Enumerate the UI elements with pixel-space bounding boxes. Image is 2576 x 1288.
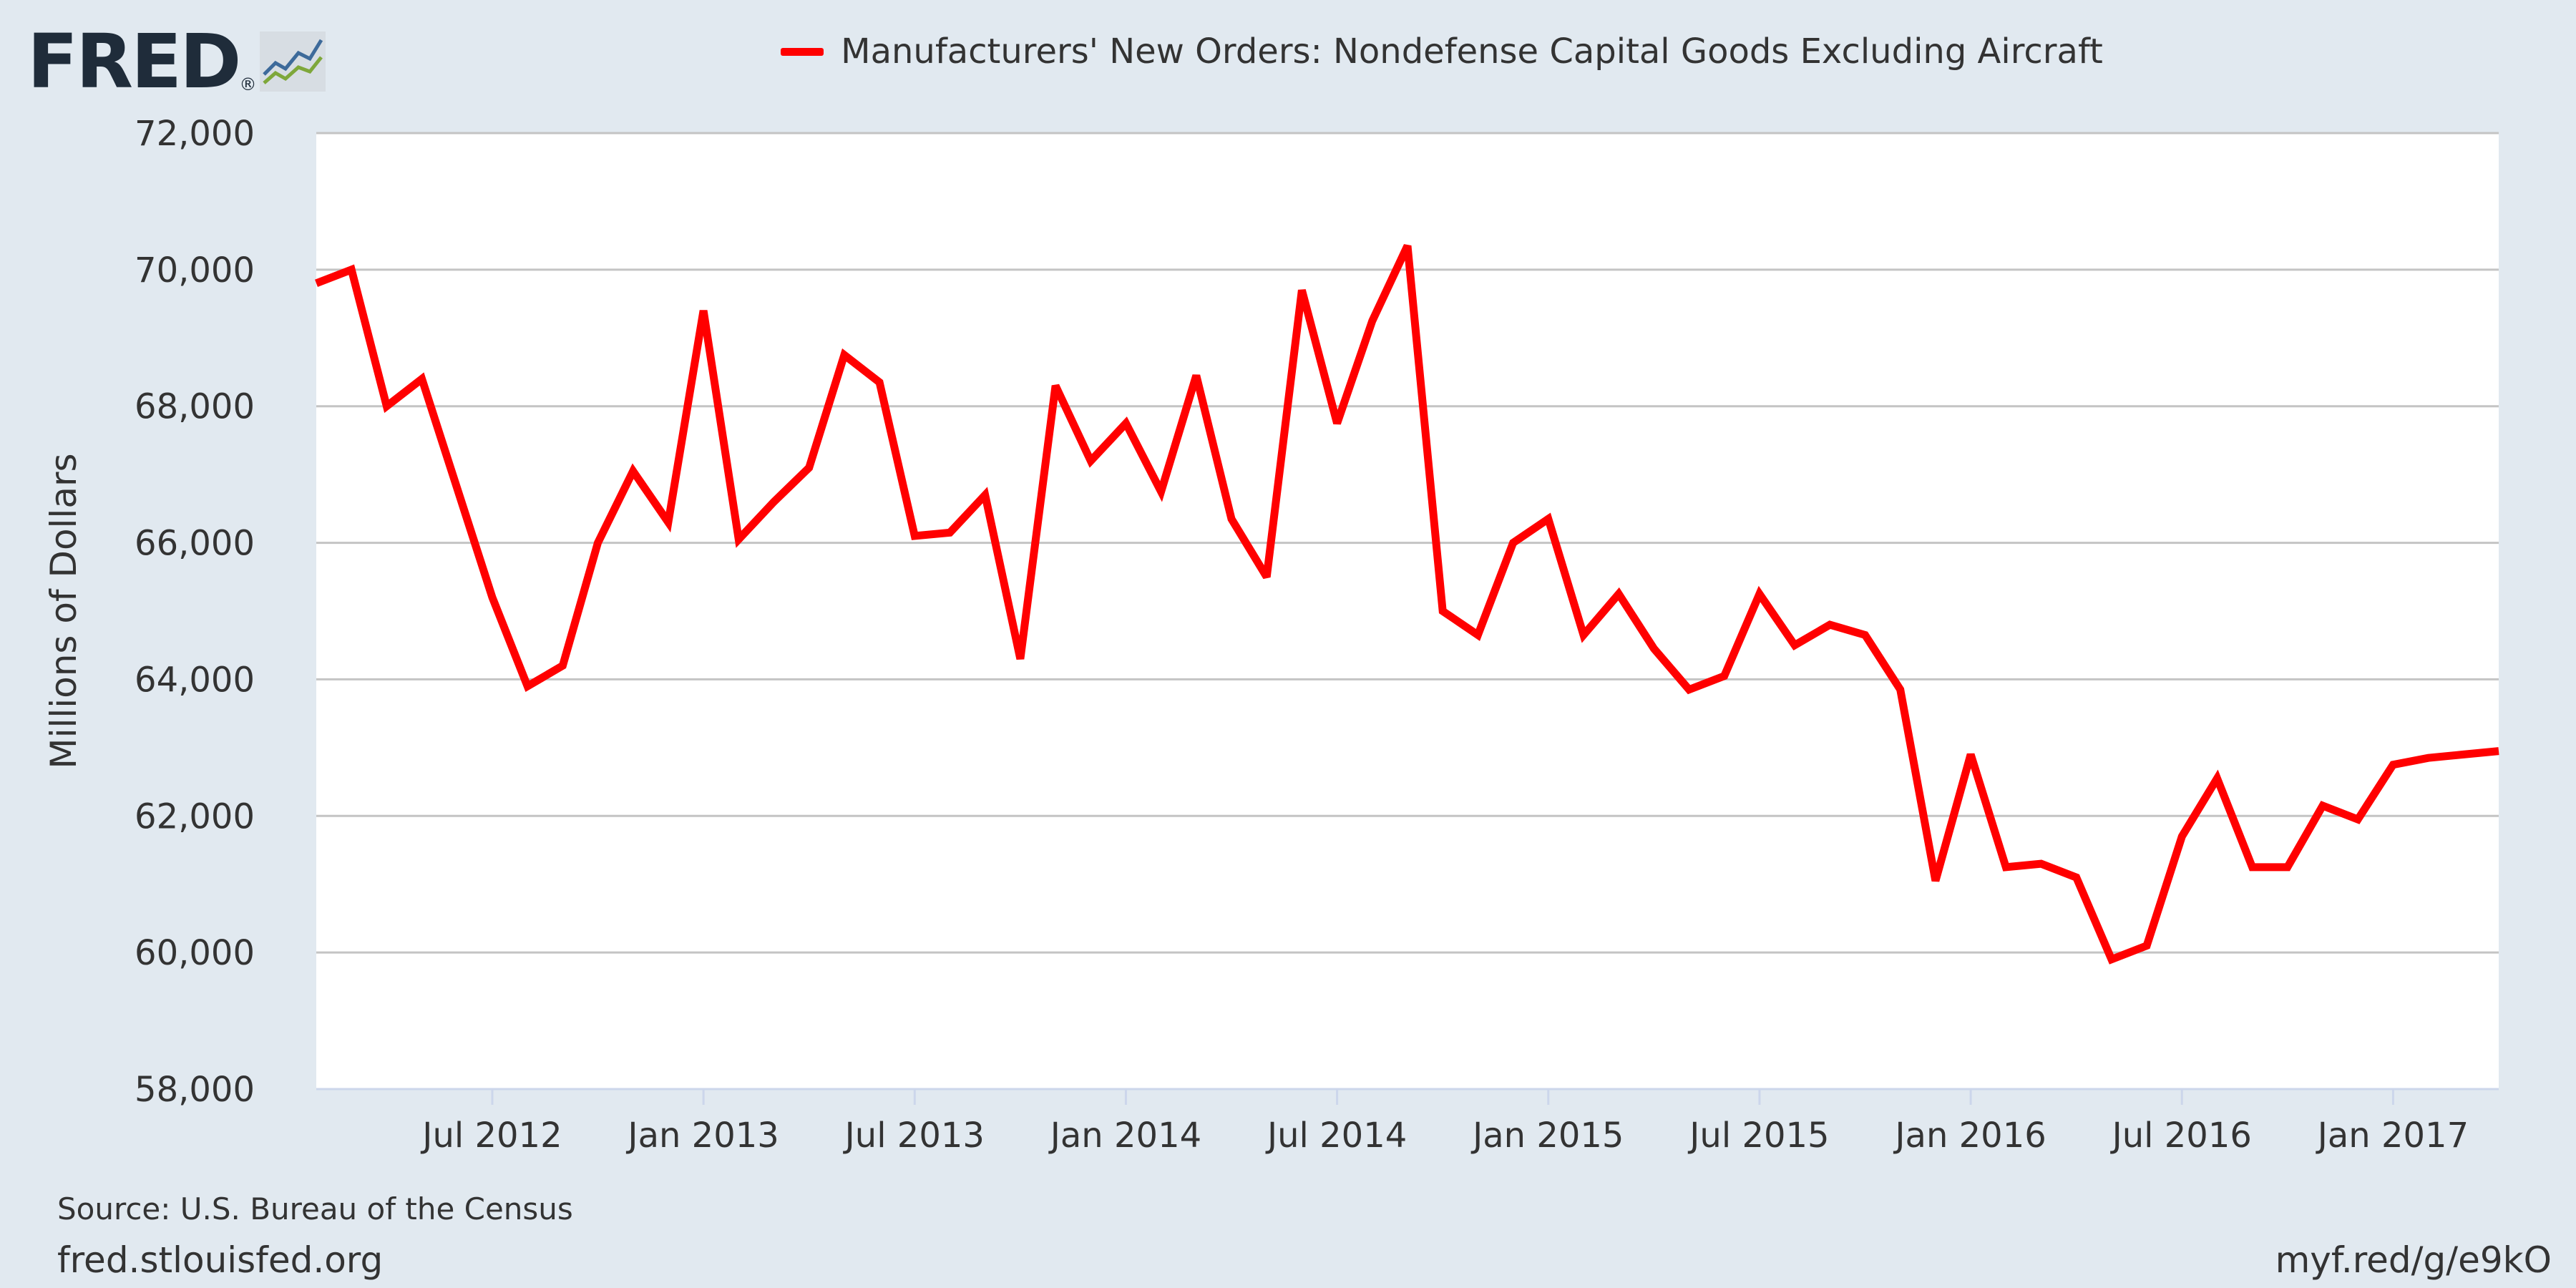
short-link[interactable]: myf.red/g/e9kO — [2275, 1239, 2552, 1281]
x-tick-label: Jan 2016 — [1893, 1116, 2046, 1156]
y-tick-label: 68,000 — [135, 387, 255, 427]
x-tick-label: Jul 2014 — [1265, 1116, 1407, 1156]
plot-area — [316, 133, 2499, 1089]
chart-legend: Manufacturers' New Orders: Nondefense Ca… — [154, 31, 2576, 72]
fred-logo[interactable]: FRED ® — [27, 24, 326, 99]
x-tick-label: Jan 2013 — [625, 1116, 779, 1156]
logo-text: FRED — [27, 18, 241, 105]
x-axis-ticks: Jul 2012 Jan 2013 Jul 2013 Jan 2014 Jul 2014… — [420, 1089, 2469, 1156]
series-line — [315, 244, 2499, 965]
x-tick-label: Jul 2013 — [843, 1116, 985, 1156]
y-tick-label: 72,000 — [135, 114, 255, 154]
y-tick-label: 64,000 — [135, 660, 255, 700]
y-tick-label: 60,000 — [135, 933, 255, 973]
source-note: Source: U.S. Bureau of the Census — [57, 1191, 573, 1226]
x-tick-label: Jan 2015 — [1470, 1116, 1624, 1156]
logo-registered-mark: ® — [239, 74, 257, 94]
series-layer — [315, 244, 2499, 965]
y-axis-label: Millions of Dollars — [43, 453, 84, 769]
x-tick-label: Jul 2016 — [2110, 1116, 2252, 1156]
legend-label: Manufacturers' New Orders: Nondefense Ca… — [841, 31, 2103, 72]
y-tick-label: 66,000 — [135, 524, 255, 564]
x-tick-label: Jan 2017 — [2316, 1116, 2469, 1156]
y-tick-label: 58,000 — [135, 1070, 255, 1110]
site-link[interactable]: fred.stlouisfed.org — [57, 1239, 384, 1281]
y-tick-label: 70,000 — [135, 250, 255, 291]
legend-swatch — [781, 47, 824, 56]
x-tick-label: Jul 2012 — [420, 1116, 562, 1156]
y-tick-label: 62,000 — [135, 796, 255, 836]
x-tick-label: Jan 2014 — [1048, 1116, 1201, 1156]
x-tick-label: Jul 2015 — [1687, 1116, 1829, 1156]
y-axis-ticks: 58,000 60,000 62,000 64,000 66,000 68,000 70,0… — [135, 114, 255, 1110]
fred-graph-icon — [259, 31, 326, 92]
